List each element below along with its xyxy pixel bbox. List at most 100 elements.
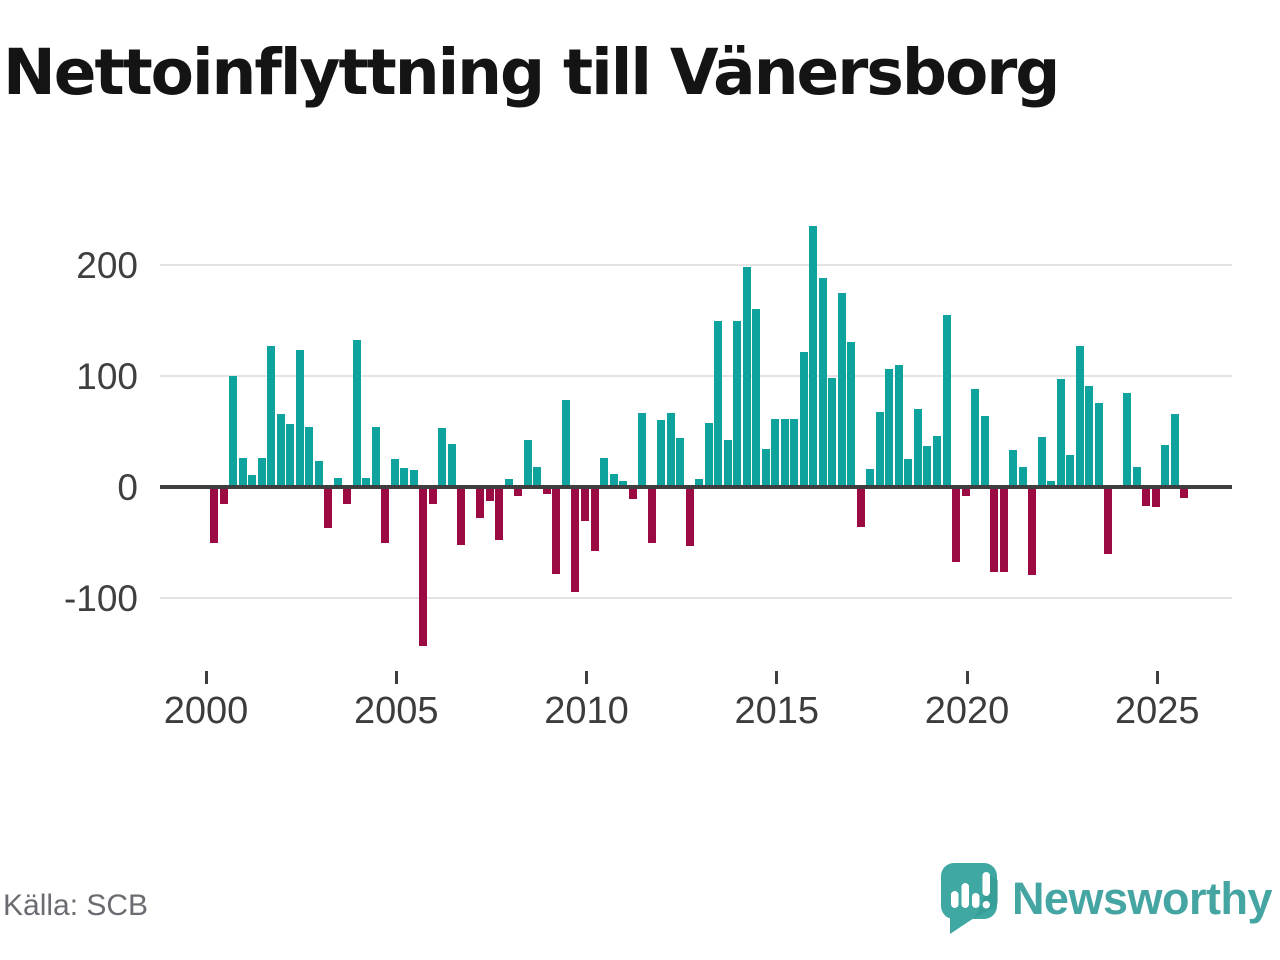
bar-2002Q1 <box>286 423 295 487</box>
bar-2017Q3 <box>875 411 884 487</box>
bar-2023Q3 <box>1104 487 1113 554</box>
bar-2000Q4 <box>238 458 247 487</box>
bar-2012Q2 <box>676 438 685 487</box>
bar-2023Q1 <box>1085 385 1094 487</box>
bar-2017Q1 <box>856 487 865 527</box>
bar-2009Q3 <box>571 487 580 593</box>
bar-2012Q1 <box>666 412 675 487</box>
bar-2016Q3 <box>837 292 846 487</box>
gridline--100 <box>160 597 1232 599</box>
bar-2008Q4 <box>542 487 551 494</box>
bar-2021Q3 <box>1028 487 1037 575</box>
bar-2021Q4 <box>1037 437 1046 487</box>
bar-2021Q1 <box>1009 450 1018 487</box>
x-axis-tick-2025 <box>1155 671 1159 684</box>
bar-2016Q4 <box>847 341 856 487</box>
bar-2001Q4 <box>276 413 285 487</box>
bar-2014Q1 <box>742 267 751 487</box>
bar-2024Q3 <box>1142 487 1151 506</box>
chart-title: Nettoinflyttning till Vänersborg <box>3 36 1060 109</box>
bar-2005Q3 <box>419 487 428 646</box>
bar-2004Q3 <box>381 487 390 543</box>
newsworthy-bubble-icon <box>940 863 998 934</box>
bar-2017Q2 <box>866 469 875 487</box>
bar-2018Q2 <box>904 459 913 487</box>
x-axis-tick-2020 <box>965 671 969 684</box>
bar-2000Q1 <box>210 487 218 543</box>
bar-2012Q4 <box>695 479 704 487</box>
bar-2010Q1 <box>590 487 599 552</box>
bar-2006Q2 <box>447 443 456 487</box>
y-axis-label: 0 <box>117 467 138 508</box>
bar-2013Q3 <box>723 440 732 487</box>
bar-2025Q2 <box>1170 413 1179 487</box>
bar-2020Q2 <box>980 415 989 487</box>
bar-2004Q2 <box>371 427 380 487</box>
bar-2002Q4 <box>314 461 323 487</box>
bar-2018Q1 <box>894 364 903 487</box>
bar-2000Q3 <box>229 376 238 487</box>
bar-2015Q1 <box>780 419 789 487</box>
x-axis-tick-2005 <box>394 671 398 684</box>
bar-2010Q2 <box>600 458 609 487</box>
bar-2012Q3 <box>685 487 694 546</box>
bar-2013Q1 <box>704 422 713 487</box>
x-axis-label-2005: 2005 <box>353 690 439 732</box>
bar-2011Q1 <box>628 487 637 500</box>
bar-2011Q4 <box>657 420 666 487</box>
bar-2002Q3 <box>305 427 314 487</box>
bar-2025Q3 <box>1180 487 1189 499</box>
bar-2019Q3 <box>952 487 960 563</box>
source-label: Källa: SCB <box>3 889 149 922</box>
bar-2001Q3 <box>267 346 276 487</box>
bar-2004Q4 <box>390 459 399 487</box>
bar-2008Q2 <box>523 440 532 487</box>
bar-2006Q3 <box>457 487 466 545</box>
gridline-200 <box>160 264 1232 266</box>
bar-2022Q2 <box>1056 379 1065 487</box>
newsworthy-logo: Newsworthy <box>940 862 1273 936</box>
bar-2010Q3 <box>609 473 618 487</box>
x-axis-label-2000: 2000 <box>163 690 249 732</box>
bar-2018Q4 <box>923 445 932 487</box>
bar-2015Q3 <box>799 351 808 487</box>
bar-2010Q4 <box>619 481 628 487</box>
bar-2022Q4 <box>1075 346 1084 487</box>
bar-2001Q2 <box>257 458 266 487</box>
bar-2011Q2 <box>638 412 647 487</box>
bar-2003Q4 <box>352 340 361 487</box>
bar-2016Q2 <box>828 378 837 487</box>
bar-2009Q1 <box>552 487 561 574</box>
y-axis-label: 100 <box>76 356 138 397</box>
bar-2024Q4 <box>1151 487 1160 507</box>
bar-2017Q4 <box>885 369 894 487</box>
bar-2000Q2 <box>219 487 228 504</box>
newsworthy-wordmark: Newsworthy <box>1011 873 1273 924</box>
bar-2004Q1 <box>362 478 371 487</box>
bar-2001Q1 <box>248 474 257 487</box>
bar-2009Q4 <box>581 487 589 522</box>
plot-area: 200 100 0 -100 2000 2005 2010 2015 2020 2025 <box>64 226 1232 732</box>
bar-2015Q2 <box>790 419 799 487</box>
x-axis-label-2020: 2020 <box>924 690 1010 732</box>
bar-2003Q2 <box>333 478 342 487</box>
bar-2014Q4 <box>771 419 780 487</box>
bar-2020Q1 <box>971 389 980 487</box>
bar-2020Q4 <box>999 487 1008 573</box>
bar-2005Q2 <box>409 470 418 487</box>
bar-2005Q4 <box>428 487 437 504</box>
bar-2002Q2 <box>295 350 304 487</box>
zero-axis-line <box>160 485 1232 489</box>
bar-2009Q2 <box>561 400 570 487</box>
y-axis-label: 200 <box>76 245 138 286</box>
bar-2022Q3 <box>1066 454 1075 487</box>
bar-2014Q3 <box>761 449 770 487</box>
bar-2022Q1 <box>1047 481 1056 487</box>
bar-2006Q1 <box>438 428 447 487</box>
bar-2016Q1 <box>818 278 827 487</box>
bar-2005Q1 <box>400 468 409 487</box>
x-axis-label-2015: 2015 <box>734 690 820 732</box>
bar-2007Q1 <box>476 487 485 519</box>
x-axis-tick-2010 <box>585 671 588 684</box>
